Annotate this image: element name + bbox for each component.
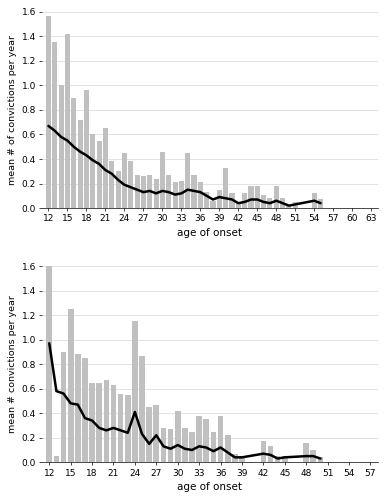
Bar [61,352,66,462]
Bar [175,410,181,462]
Bar [286,206,291,208]
Bar [166,175,171,208]
X-axis label: age of onset: age of onset [177,228,242,237]
Bar [229,194,235,208]
Bar [52,42,57,208]
Bar [68,309,73,462]
Bar [84,90,89,208]
Bar [75,354,81,462]
Bar [118,394,124,462]
Bar [161,428,166,462]
Bar [141,176,146,208]
Bar [196,416,202,462]
X-axis label: age of onset: age of onset [177,482,242,492]
Bar [275,456,281,462]
Bar [210,432,216,462]
Bar [146,407,152,462]
Bar [236,202,241,208]
Bar [96,140,102,208]
Bar [204,192,209,208]
Bar [182,428,188,462]
Bar [65,34,70,208]
Bar [261,194,266,208]
Bar [318,458,323,462]
Bar [255,186,260,208]
Bar [128,162,133,208]
Bar [232,454,238,462]
Y-axis label: mean # of convictions per year: mean # of convictions per year [8,35,17,185]
Bar [154,178,159,208]
Bar [54,456,59,462]
Bar [89,382,95,462]
Bar [135,175,140,208]
Bar [267,446,273,462]
Bar [223,168,228,208]
Bar [318,200,323,208]
Bar [179,181,184,208]
Bar [210,200,215,208]
Bar [239,456,245,462]
Bar [132,321,138,462]
Bar [312,194,317,208]
Bar [282,456,288,462]
Bar [103,380,109,462]
Bar [280,198,285,208]
Bar [96,382,102,462]
Bar [109,162,114,208]
Bar [154,404,159,462]
Bar [249,186,254,208]
Bar [160,152,165,208]
Bar [103,128,108,208]
Bar [310,450,316,462]
Bar [78,120,83,208]
Bar [59,86,64,208]
Bar [191,175,196,208]
Bar [90,134,95,208]
Bar [225,436,230,462]
Bar [218,416,223,462]
Bar [147,175,152,208]
Bar [267,198,273,208]
Bar [168,429,173,462]
Bar [189,432,195,462]
Bar [46,266,52,462]
Bar [261,442,266,462]
Bar [203,420,209,462]
Bar [125,395,130,462]
Bar [46,16,51,208]
Bar [82,358,88,462]
Bar [198,182,203,208]
Y-axis label: mean # convictions per year: mean # convictions per year [8,295,17,433]
Bar [111,385,116,462]
Bar [173,182,178,208]
Bar [293,202,298,208]
Bar [303,442,309,462]
Bar [115,172,120,208]
Bar [274,186,279,208]
Bar [217,190,222,208]
Bar [242,194,247,208]
Bar [71,98,76,208]
Bar [185,153,190,208]
Bar [139,356,145,462]
Bar [122,153,127,208]
